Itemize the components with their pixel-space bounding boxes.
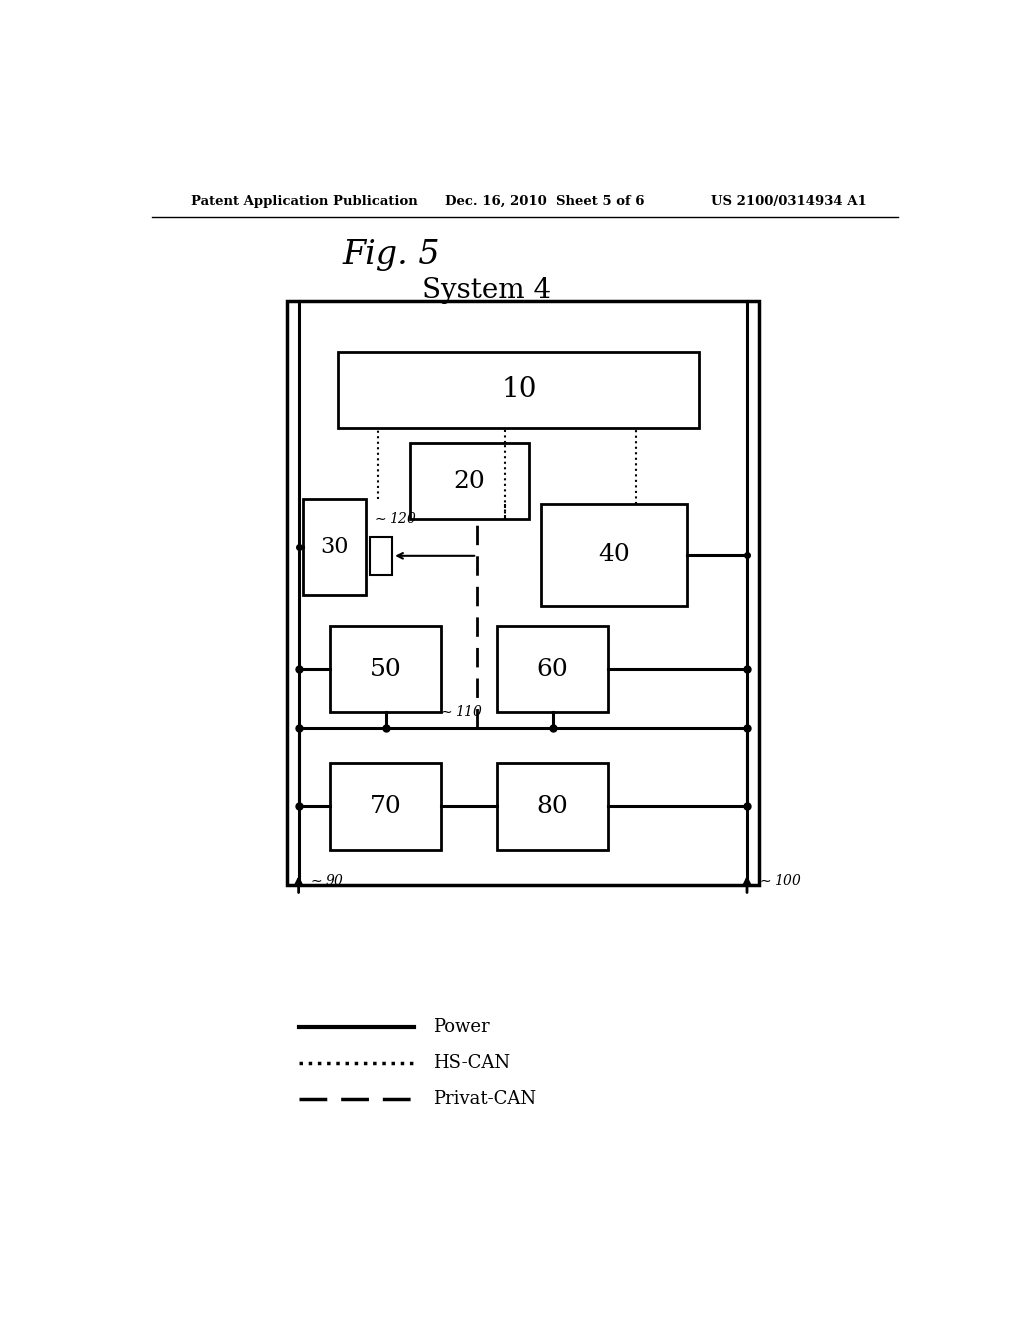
Text: $\mathsf{\sim}$120: $\mathsf{\sim}$120 — [373, 511, 418, 527]
Text: $\mathsf{\sim}$90: $\mathsf{\sim}$90 — [308, 873, 344, 887]
Text: 80: 80 — [537, 795, 568, 818]
Text: HS-CAN: HS-CAN — [433, 1053, 511, 1072]
Text: 70: 70 — [370, 795, 401, 818]
Text: 30: 30 — [321, 536, 348, 558]
Text: Power: Power — [433, 1019, 490, 1036]
Text: 20: 20 — [454, 470, 485, 492]
Text: 60: 60 — [537, 657, 568, 681]
Bar — [370, 536, 392, 576]
Text: Patent Application Publication: Patent Application Publication — [191, 194, 418, 207]
Bar — [338, 351, 699, 428]
Bar — [287, 301, 759, 886]
Text: 40: 40 — [598, 544, 630, 566]
Text: System 4: System 4 — [422, 277, 551, 304]
Bar — [303, 499, 367, 595]
Text: Fig. 5: Fig. 5 — [342, 239, 440, 271]
Text: Dec. 16, 2010  Sheet 5 of 6: Dec. 16, 2010 Sheet 5 of 6 — [445, 194, 645, 207]
Bar — [331, 626, 441, 713]
Text: $\mathsf{\sim}$110: $\mathsf{\sim}$110 — [437, 705, 482, 719]
Bar — [497, 626, 608, 713]
Text: 50: 50 — [370, 657, 401, 681]
Text: $\mathsf{\sim}$100: $\mathsf{\sim}$100 — [757, 873, 802, 887]
Bar — [497, 763, 608, 850]
Text: 10: 10 — [501, 376, 537, 403]
Bar — [541, 504, 687, 606]
Text: US 2100/0314934 A1: US 2100/0314934 A1 — [712, 194, 867, 207]
Text: Privat-CAN: Privat-CAN — [433, 1089, 537, 1107]
Bar — [410, 444, 528, 519]
Bar — [331, 763, 441, 850]
